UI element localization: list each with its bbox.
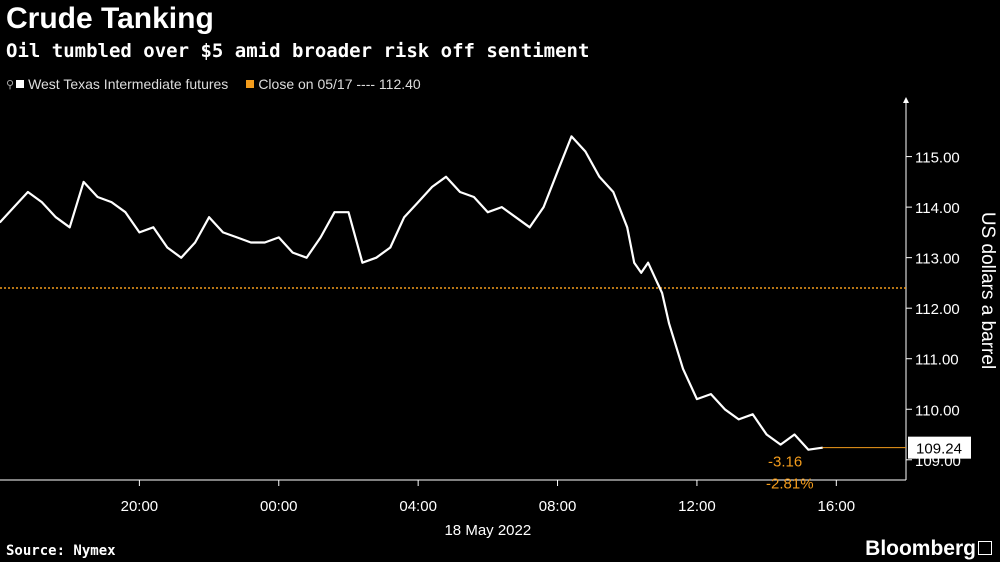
source-note: Source: Nymex [6, 543, 116, 559]
series-point [556, 170, 559, 173]
series-point [431, 186, 433, 188]
x-date-label: 18 May 2022 [444, 522, 531, 539]
series-point [96, 196, 99, 198]
series-point [13, 206, 15, 209]
y-tick-label: 112.00 [915, 301, 960, 318]
legend-swatch-wti [16, 80, 25, 88]
x-tick-label: 16:00 [818, 498, 856, 515]
series-point [27, 191, 29, 193]
series-point [445, 175, 447, 178]
series-point [633, 261, 636, 264]
series-point [626, 226, 629, 229]
series-point [668, 322, 670, 325]
series-point [528, 226, 531, 229]
series-point [647, 261, 649, 264]
series-point [333, 211, 336, 214]
series-point [208, 216, 211, 219]
chart-subtitle: Oil tumbled over $5 amid broader risk of… [6, 40, 590, 62]
series-point [263, 241, 266, 244]
x-tick-label: 08:00 [539, 498, 577, 515]
series-point [222, 231, 224, 234]
brand-mark-icon [978, 541, 992, 555]
y-tick-label: 115.00 [915, 150, 960, 167]
series-point [417, 201, 420, 204]
series-point [751, 413, 754, 416]
last-value-label: 109.24 [916, 441, 962, 458]
series-point [612, 191, 615, 193]
series-point [459, 191, 461, 193]
series-point [54, 216, 57, 219]
series-point [68, 226, 71, 229]
y-tick-label: 113.00 [915, 251, 960, 268]
series-point [250, 241, 252, 244]
series-point [403, 216, 406, 219]
y-tick-label: 114.00 [915, 200, 960, 217]
series-point [793, 433, 796, 436]
series-point [375, 256, 378, 259]
series-point [723, 408, 726, 411]
y-axis-arrow [903, 97, 909, 103]
series-point [347, 211, 350, 214]
series-point [389, 246, 392, 249]
x-tick-label: 20:00 [121, 498, 159, 515]
x-tick-label: 12:00 [678, 498, 716, 515]
change-percent-label: -2.81% [766, 476, 814, 493]
brand-logo: Bloomberg [865, 537, 976, 560]
series-point [180, 256, 183, 259]
series-point [584, 150, 587, 153]
last-value-box [908, 436, 971, 459]
series-point [598, 175, 601, 178]
series-point [765, 433, 768, 436]
series-point [710, 393, 712, 395]
series-point [640, 271, 643, 274]
series-point [124, 211, 127, 214]
legend-swatch-close [246, 80, 255, 88]
series-point [682, 367, 684, 370]
legend: ⚲ West Texas Intermediate futures Close … [6, 76, 439, 92]
series-point [152, 226, 155, 229]
series-point [194, 241, 197, 244]
series-point [473, 196, 475, 198]
change-absolute-label: -3.16 [768, 454, 802, 471]
series-point [654, 277, 656, 279]
series-point [737, 418, 740, 421]
series-point [570, 135, 573, 138]
series-point [486, 211, 489, 214]
series-point [661, 292, 663, 294]
series-point [110, 201, 113, 204]
y-tick-label: 110.00 [915, 402, 960, 419]
series-point [319, 236, 322, 239]
series-point [82, 181, 85, 183]
pin-icon: ⚲ [6, 78, 15, 91]
series-point [0, 221, 1, 224]
legend-label-close: Close on 05/17 ---- 112.40 [258, 76, 421, 92]
y-tick-label: 111.00 [915, 352, 959, 369]
x-tick-label: 00:00 [260, 498, 298, 515]
series-point [291, 251, 294, 254]
legend-label-wti: West Texas Intermediate futures [28, 76, 229, 92]
series-point [514, 216, 517, 219]
series-point [361, 261, 364, 264]
series-point [807, 448, 810, 451]
series-point [40, 201, 43, 204]
series-point [542, 206, 545, 209]
legend-item-close: Close on 05/17 ---- 112.40 [246, 76, 421, 92]
series-point [166, 246, 169, 249]
series-point [779, 443, 782, 446]
series-point [305, 256, 308, 259]
x-tick-label: 04:00 [399, 498, 437, 515]
series-point [277, 236, 280, 239]
series-point [138, 231, 141, 234]
series-point [696, 398, 698, 400]
series-point [500, 206, 503, 209]
y-axis-title: US dollars a barrel [977, 212, 998, 369]
series-line-wti [0, 135, 823, 451]
chart-title: Crude Tanking [6, 2, 214, 35]
legend-item-wti: ⚲ West Texas Intermediate futures [6, 76, 228, 92]
series-point [236, 236, 238, 239]
